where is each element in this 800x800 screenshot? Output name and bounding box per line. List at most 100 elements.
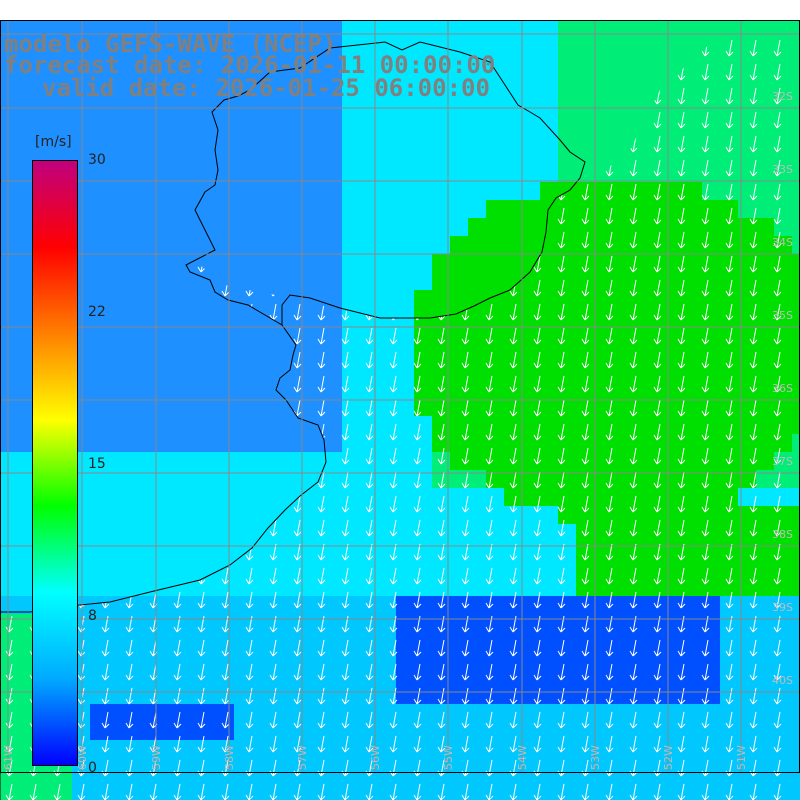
speed-cell bbox=[612, 200, 631, 219]
speed-cell bbox=[0, 686, 19, 705]
speed-cell bbox=[342, 650, 361, 669]
speed-cell bbox=[558, 434, 577, 453]
wind-arrow bbox=[125, 639, 134, 657]
speed-cell bbox=[504, 272, 523, 291]
speed-cell bbox=[90, 308, 109, 327]
speed-cell bbox=[216, 650, 235, 669]
speed-cell bbox=[234, 686, 253, 705]
wind-arrow bbox=[509, 351, 518, 369]
wind-arrow bbox=[677, 447, 686, 465]
speed-cell bbox=[234, 776, 253, 795]
wind-arrow bbox=[461, 567, 470, 585]
speed-cell bbox=[270, 470, 289, 489]
speed-cell bbox=[198, 308, 217, 327]
wind-arrow bbox=[245, 591, 254, 609]
speed-cell bbox=[162, 632, 181, 651]
speed-cell bbox=[684, 758, 703, 777]
speed-cell bbox=[378, 254, 397, 273]
speed-cell bbox=[342, 632, 361, 651]
wind-arrow bbox=[749, 207, 758, 225]
wind-arrow bbox=[293, 303, 302, 321]
speed-cell bbox=[342, 146, 361, 165]
speed-cell bbox=[630, 128, 649, 147]
speed-cell bbox=[396, 650, 415, 669]
speed-cell bbox=[684, 218, 703, 237]
speed-cell bbox=[252, 344, 271, 363]
speed-cell bbox=[108, 686, 127, 705]
speed-cell bbox=[756, 578, 775, 597]
wind-arrow bbox=[389, 687, 398, 705]
speed-cell bbox=[306, 488, 325, 507]
wind-arrow bbox=[605, 183, 614, 201]
wind-arrow bbox=[341, 471, 350, 489]
speed-cell bbox=[342, 758, 361, 777]
speed-cell bbox=[612, 776, 631, 795]
wind-arrow bbox=[533, 519, 542, 537]
speed-cell bbox=[342, 776, 361, 795]
speed-cell bbox=[288, 344, 307, 363]
speed-cell bbox=[18, 758, 37, 777]
speed-cell bbox=[36, 794, 55, 800]
speed-cell bbox=[180, 398, 199, 417]
speed-cell bbox=[252, 650, 271, 669]
speed-cell bbox=[468, 686, 487, 705]
speed-cell bbox=[666, 110, 685, 129]
speed-cell bbox=[306, 110, 325, 129]
speed-cell bbox=[270, 182, 289, 201]
latitude-label: 35S bbox=[772, 309, 793, 322]
speed-cell bbox=[450, 164, 469, 183]
speed-cell bbox=[198, 614, 217, 633]
speed-cell bbox=[792, 74, 800, 93]
speed-cell bbox=[414, 380, 433, 399]
speed-cell bbox=[792, 398, 800, 417]
speed-cell bbox=[234, 308, 253, 327]
speed-cell bbox=[198, 434, 217, 453]
speed-cell bbox=[54, 92, 73, 111]
speed-cell bbox=[90, 452, 109, 471]
wind-arrow bbox=[317, 735, 326, 753]
speed-cell bbox=[594, 20, 613, 39]
speed-cell bbox=[630, 776, 649, 795]
speed-cell bbox=[486, 344, 505, 363]
speed-cell bbox=[648, 758, 667, 777]
speed-cell bbox=[594, 470, 613, 489]
speed-cell bbox=[90, 542, 109, 561]
speed-cell bbox=[162, 542, 181, 561]
speed-cell bbox=[162, 110, 181, 129]
speed-cell bbox=[540, 542, 559, 561]
speed-cell bbox=[774, 38, 793, 57]
speed-cell bbox=[792, 56, 800, 75]
speed-cell bbox=[324, 326, 343, 345]
speed-cell bbox=[486, 416, 505, 435]
speed-cell bbox=[666, 92, 685, 111]
speed-cell bbox=[486, 362, 505, 381]
wind-arrow bbox=[629, 663, 638, 681]
speed-cell bbox=[216, 308, 235, 327]
speed-cell bbox=[414, 254, 433, 273]
speed-cell bbox=[792, 578, 800, 597]
speed-cell bbox=[18, 524, 37, 543]
speed-cell bbox=[684, 542, 703, 561]
speed-cell bbox=[702, 362, 721, 381]
wind-arrow bbox=[725, 399, 734, 417]
wind-arrow bbox=[677, 231, 686, 249]
speed-cell bbox=[234, 146, 253, 165]
speed-cell bbox=[648, 254, 667, 273]
speed-cell bbox=[522, 254, 541, 273]
speed-cell bbox=[738, 524, 757, 543]
speed-cell bbox=[360, 272, 379, 291]
speed-cell bbox=[108, 614, 127, 633]
speed-cell bbox=[108, 164, 127, 183]
speed-cell bbox=[540, 794, 559, 800]
speed-cell bbox=[144, 56, 163, 75]
speed-cell bbox=[540, 452, 559, 471]
speed-cell bbox=[702, 668, 721, 687]
speed-cell bbox=[720, 200, 739, 219]
wind-arrow bbox=[725, 639, 734, 657]
wind-arrow bbox=[557, 543, 566, 561]
speed-cell bbox=[288, 146, 307, 165]
speed-cell bbox=[180, 686, 199, 705]
speed-cell bbox=[522, 200, 541, 219]
wind-arrow bbox=[317, 327, 326, 345]
